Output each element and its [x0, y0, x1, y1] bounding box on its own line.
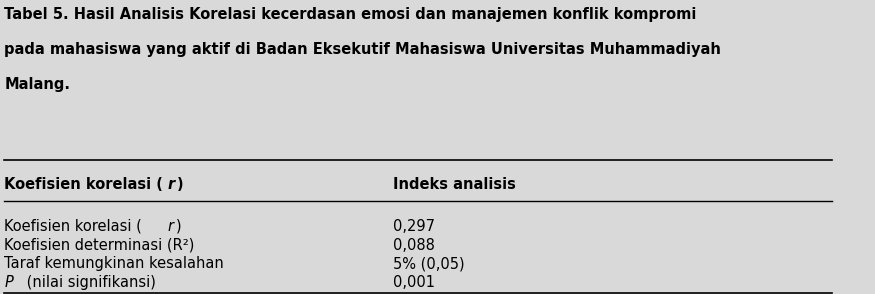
Text: 5% (0,05): 5% (0,05) — [393, 256, 465, 271]
Text: P: P — [4, 275, 13, 290]
Text: Koefisien korelasi (: Koefisien korelasi ( — [4, 177, 163, 192]
Text: r: r — [167, 219, 173, 234]
Text: ): ) — [177, 219, 182, 234]
Text: pada mahasiswa yang aktif di Badan Eksekutif Mahasiswa Universitas Muhammadiyah: pada mahasiswa yang aktif di Badan Eksek… — [4, 42, 721, 57]
Text: Taraf kemungkinan kesalahan: Taraf kemungkinan kesalahan — [4, 256, 224, 271]
Text: 0,297: 0,297 — [393, 219, 435, 234]
Text: Koefisien korelasi (: Koefisien korelasi ( — [4, 219, 142, 234]
Text: 0,088: 0,088 — [393, 238, 435, 253]
Text: Indeks analisis: Indeks analisis — [393, 177, 516, 192]
Text: (nilai signifikansi): (nilai signifikansi) — [23, 275, 157, 290]
Text: 0,001: 0,001 — [393, 275, 435, 290]
Text: ): ) — [177, 177, 183, 192]
Text: r: r — [167, 177, 174, 192]
Text: Tabel 5. Hasil Analisis Korelasi kecerdasan emosi dan manajemen konflik kompromi: Tabel 5. Hasil Analisis Korelasi kecerda… — [4, 7, 696, 22]
Text: Malang.: Malang. — [4, 77, 70, 92]
Text: Koefisien determinasi (R²): Koefisien determinasi (R²) — [4, 238, 194, 253]
